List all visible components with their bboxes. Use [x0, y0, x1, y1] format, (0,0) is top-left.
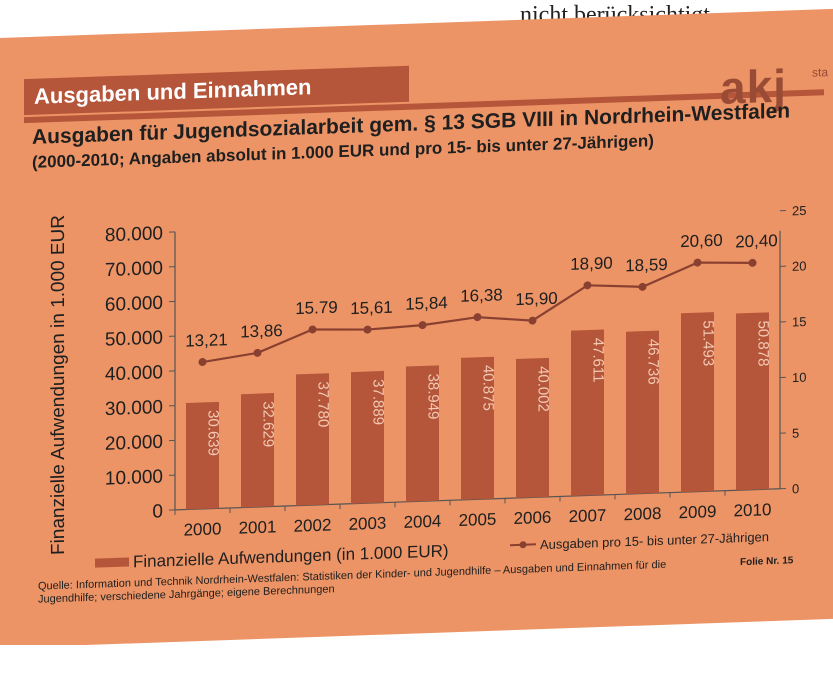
x-tick-label: 2001 — [239, 517, 277, 537]
slide-number: Folie Nr. 15 — [740, 555, 794, 569]
line-point — [418, 321, 427, 330]
x-tick-label: 2003 — [349, 514, 387, 534]
line-value-label: 16,38 — [460, 285, 503, 305]
x-tick-label: 2009 — [679, 502, 717, 522]
bar-value-label: 51.493 — [700, 320, 717, 366]
bar-value-label: 40.002 — [535, 366, 552, 412]
line-point — [693, 258, 702, 267]
line-point — [638, 282, 647, 291]
x-tick-label: 2000 — [184, 519, 222, 539]
bar-value-label: 30.639 — [205, 410, 222, 456]
line-value-label: 18,90 — [570, 253, 613, 273]
bar — [351, 370, 384, 504]
line-point — [363, 325, 372, 334]
bar-value-label: 32.629 — [260, 401, 277, 447]
line-point — [308, 325, 317, 334]
legend-line-marker — [519, 541, 527, 549]
line-value-label: 15,84 — [405, 293, 448, 313]
line-point — [528, 316, 537, 325]
bar-value-label: 37.889 — [370, 379, 387, 425]
bar — [406, 365, 439, 502]
line-value-label: 13,21 — [185, 330, 228, 350]
y2-tick-label: 20 — [792, 258, 806, 274]
legend-line-label: Ausgaben pro 15- bis unter 27-Jährigen — [540, 529, 769, 552]
x-tick-label: 2005 — [459, 510, 497, 530]
y2-tick-label: 15 — [792, 314, 806, 330]
line-value-label: 15,61 — [350, 298, 393, 318]
line-point — [583, 281, 592, 290]
y-tick-label: 50.000 — [105, 328, 163, 351]
y-tick-label: 60.000 — [105, 293, 163, 316]
x-tick-label: 2002 — [294, 515, 332, 535]
y-tick-label: 80.000 — [105, 223, 163, 246]
y-tick-label: 10.000 — [105, 467, 163, 490]
x-tick-label: 2004 — [404, 512, 442, 532]
line-value-label: 15.79 — [295, 298, 338, 318]
y2-tick-label: 10 — [792, 370, 806, 386]
y2-tick-label: 0 — [792, 481, 799, 496]
legend-bar-label: Finanzielle Aufwendungen (in 1.000 EUR) — [133, 541, 449, 571]
line-value-label: 20,40 — [735, 231, 778, 251]
y2-tick-label: 25 — [792, 203, 806, 219]
line-point — [473, 313, 482, 322]
bar-value-label: 37.780 — [315, 381, 332, 427]
x-tick-label: 2010 — [734, 500, 772, 520]
x-tick-label: 2007 — [569, 506, 607, 526]
legend-bar-swatch — [95, 557, 129, 568]
x-tick-label: 2008 — [624, 504, 662, 524]
bar — [681, 312, 714, 493]
y-tick-label: 40.000 — [105, 362, 163, 385]
line-value-label: 13,86 — [240, 321, 283, 341]
y-tick-label: 30.000 — [105, 397, 163, 420]
bar-value-label: 38.949 — [425, 373, 442, 419]
bar — [461, 356, 494, 500]
y-tick-label: 20.000 — [105, 432, 163, 455]
slide: Ausgaben und Einnahmen akj sta Ausgaben … — [0, 8, 833, 648]
bar-value-label: 40.875 — [480, 365, 497, 411]
line-series — [202, 261, 753, 364]
bar — [571, 329, 604, 497]
y2-tick-label: 5 — [792, 425, 799, 440]
bar — [516, 357, 549, 498]
line-value-label: 15,90 — [515, 289, 558, 309]
bar — [296, 373, 329, 506]
page-bottom-margin — [0, 645, 833, 677]
bar — [626, 330, 659, 495]
line-point — [748, 258, 757, 267]
bar-value-label: 47.611 — [590, 337, 607, 382]
line-point — [253, 348, 262, 357]
y-tick-label: 0 — [152, 501, 163, 522]
bar-value-label: 46.736 — [645, 338, 662, 384]
line-point — [198, 358, 207, 367]
bar — [736, 312, 769, 491]
y-axis-label: Finanzielle Aufwendungen in 1.000 EUR — [48, 215, 69, 556]
line-value-label: 18,59 — [625, 255, 668, 275]
y-tick-label: 70.000 — [105, 258, 163, 281]
bar — [241, 393, 274, 508]
x-tick-label: 2006 — [514, 508, 552, 528]
bar-value-label: 50.878 — [755, 320, 772, 366]
chart: Finanzielle Aufwendungen in 1.000 EUR 0 10… — [48, 203, 806, 572]
line-value-label: 20,60 — [680, 231, 723, 251]
bar — [186, 401, 219, 510]
